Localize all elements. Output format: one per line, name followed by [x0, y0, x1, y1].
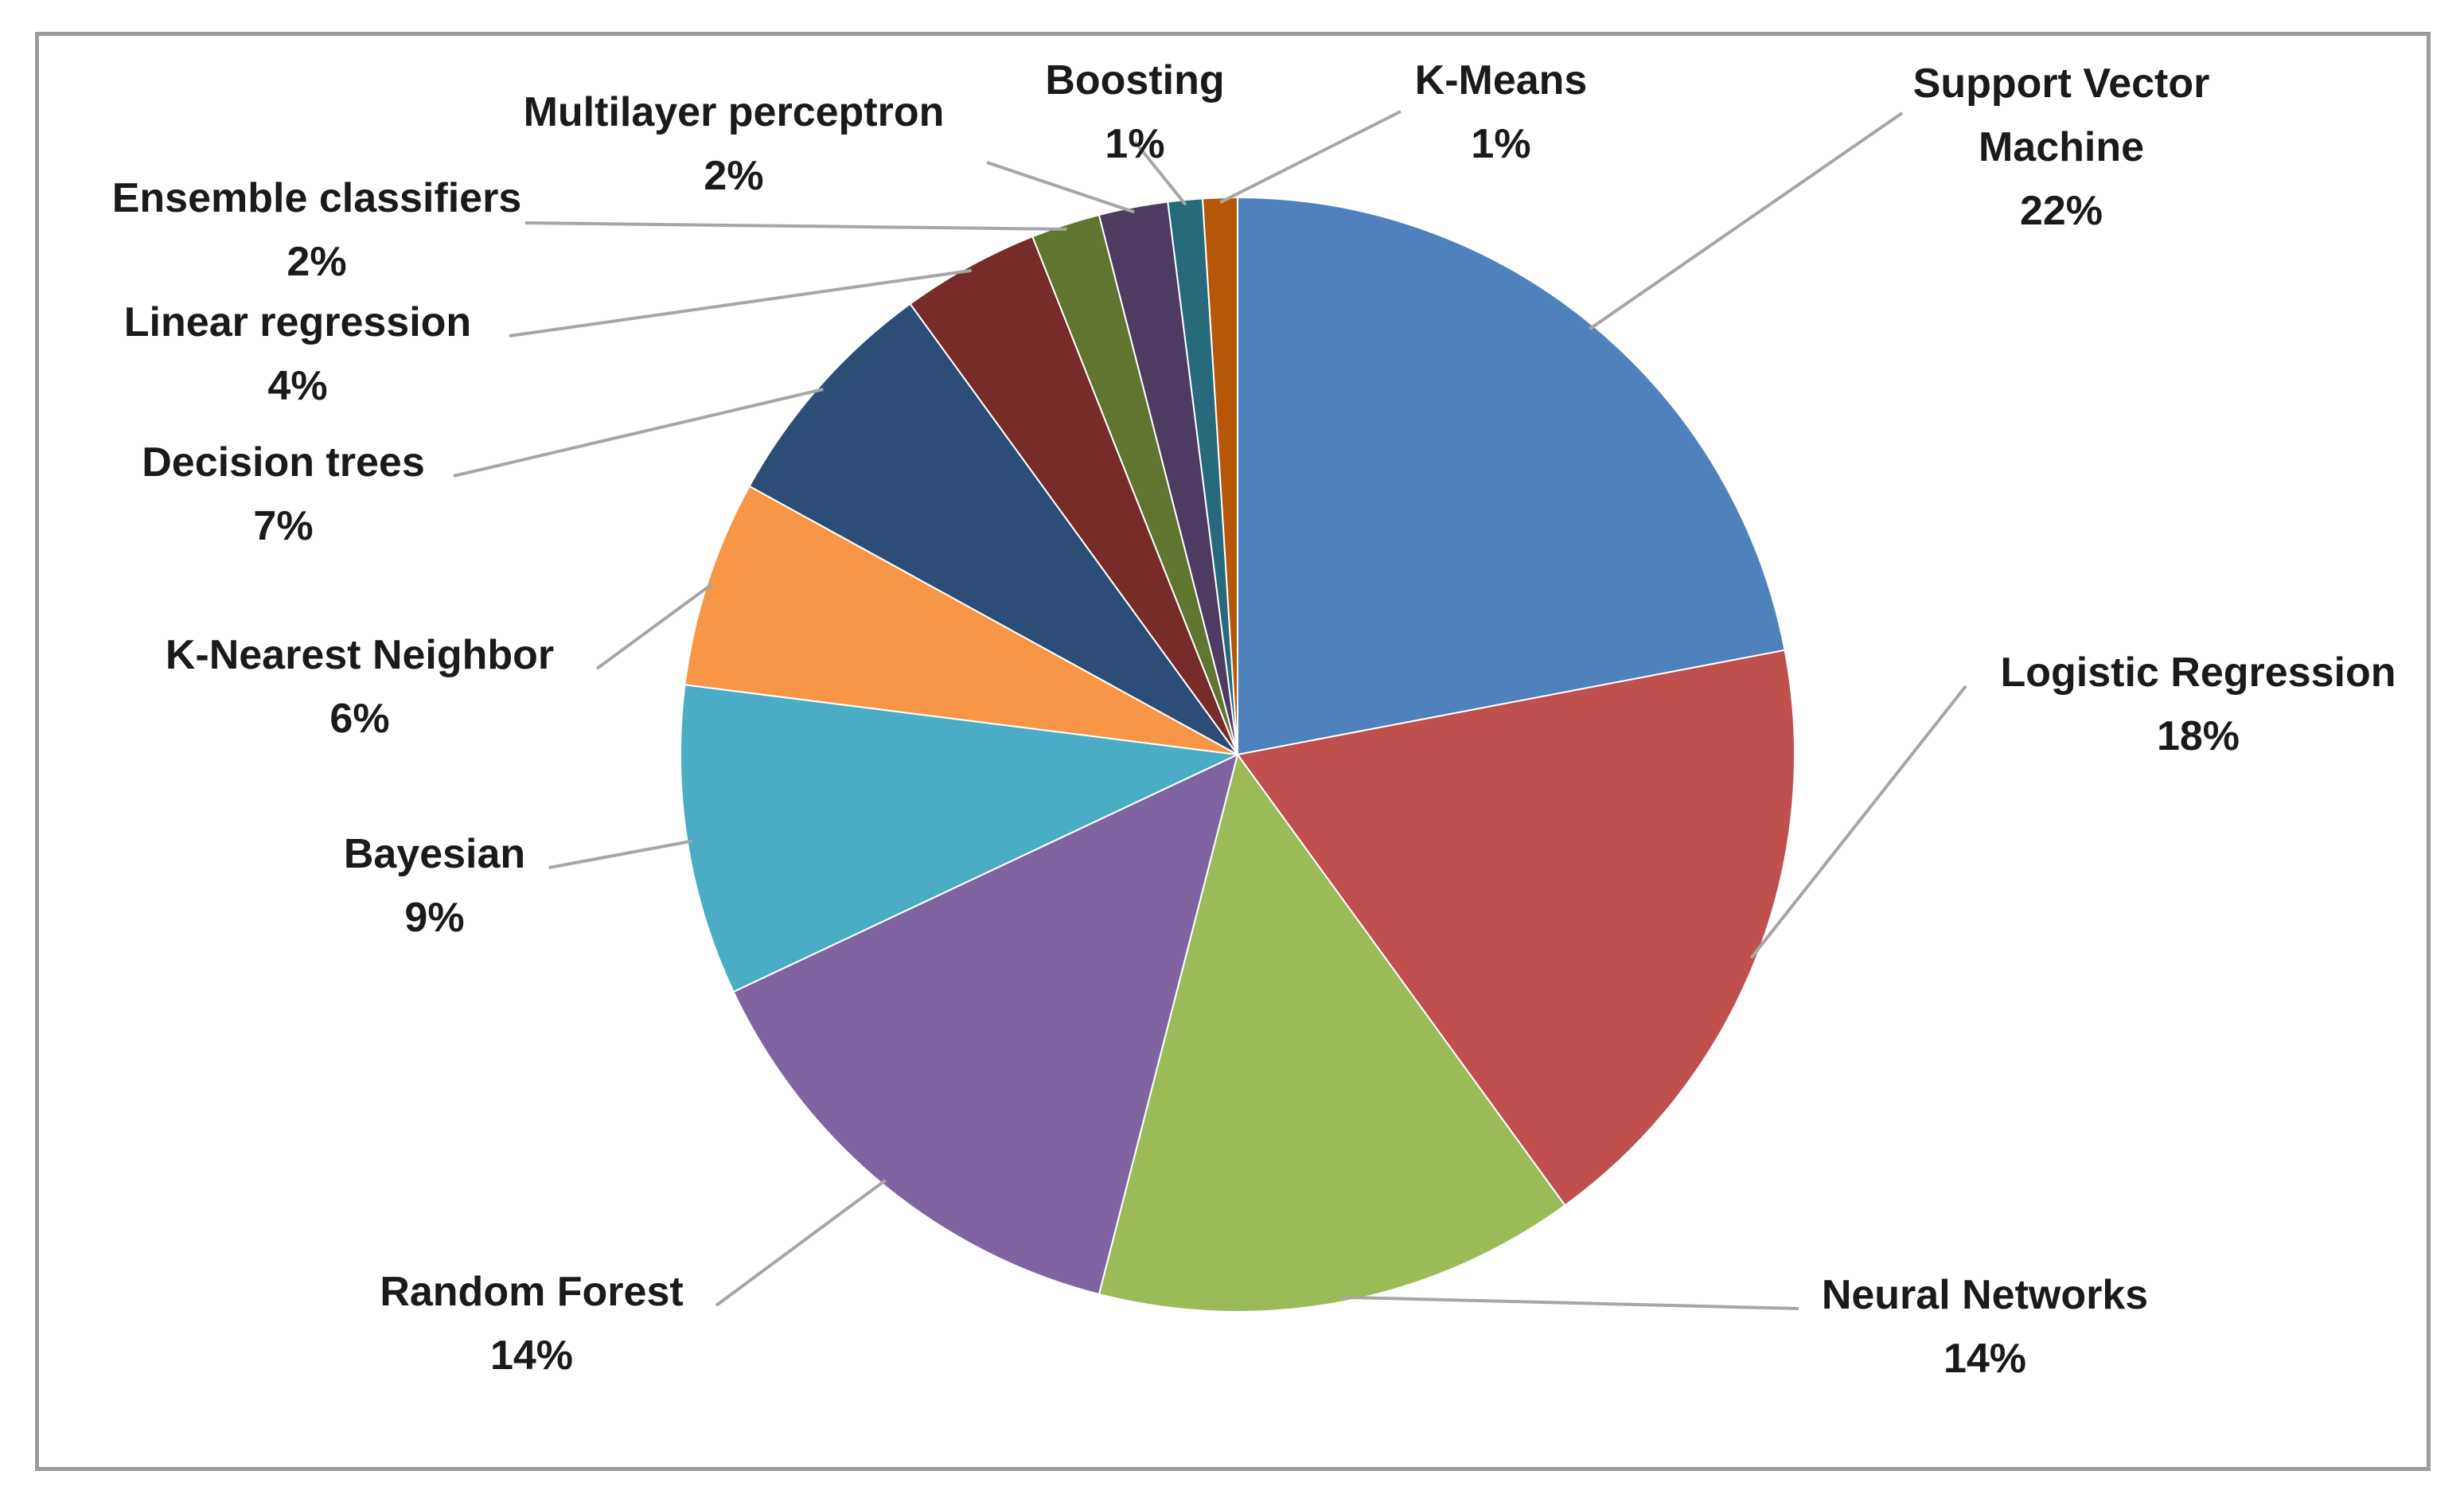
leader-line-linear-regression — [509, 268, 972, 337]
slice-label-bayesian: Bayesian 9% — [344, 831, 525, 941]
pie-slice-decision-trees — [748, 302, 1238, 755]
slice-name: Ensemble classifiers — [112, 175, 522, 221]
slice-name: Multilayer perceptron — [524, 89, 945, 135]
slice-label-ensemble-classifiers: Ensemble classifiers 2% — [112, 175, 522, 285]
leader-line-multilayer-perceptron — [986, 161, 1135, 214]
slice-labels: Support Vector Machine 22% Logistic Regress… — [112, 57, 2396, 1382]
slice-percent: 1% — [1471, 121, 1530, 167]
leader-line-k-means — [1219, 110, 1402, 205]
slice-label-k-means: K-Means 1% — [1415, 57, 1588, 167]
slice-name: Boosting — [1045, 57, 1224, 103]
slice-percent: 9% — [404, 895, 464, 941]
slice-name: Linear regression — [124, 299, 471, 345]
slice-name: Support Vector — [1913, 60, 2210, 107]
slice-percent: 14% — [490, 1332, 573, 1379]
slice-label-multilayer-perceptron: Multilayer perceptron 2% — [524, 89, 945, 199]
slice-label-neural-networks: Neural Networks 14% — [1822, 1272, 2148, 1382]
slice-label-logistic-regression: Logistic Regression 18% — [2001, 650, 2396, 759]
slice-name: K-Nearest Neighbor — [166, 632, 554, 678]
pie-slice-neural-networks — [1097, 752, 1566, 1313]
slice-name: Random Forest — [380, 1269, 683, 1315]
slice-name: Neural Networks — [1822, 1272, 2148, 1318]
leader-lines — [453, 110, 1967, 1310]
pie-slices — [679, 196, 1795, 1313]
slice-percent: 1% — [1105, 121, 1164, 167]
leader-line-decision-trees — [453, 388, 824, 478]
leader-line-neural-networks — [1340, 1295, 1799, 1310]
slice-percent: 6% — [329, 696, 389, 742]
pie-slice-logistic-regression — [1236, 649, 1795, 1207]
pie-slice-k-nearest-neighbor — [684, 485, 1238, 755]
leader-line-random-forest — [715, 1179, 887, 1307]
slice-label-support-vector-machine: Support Vector Machine 22% — [1913, 60, 2210, 234]
leader-line-boosting — [1133, 140, 1187, 206]
slice-name: Machine — [1979, 124, 2144, 170]
slice-percent: 14% — [1944, 1336, 2026, 1382]
slice-percent: 4% — [267, 363, 327, 409]
slice-label-linear-regression: Linear regression 4% — [124, 299, 471, 409]
slice-percent: 18% — [2157, 713, 2240, 759]
slice-name: Bayesian — [344, 831, 525, 877]
slice-percent: 22% — [2020, 188, 2103, 234]
pie-slice-k-means — [1201, 196, 1238, 755]
slice-label-random-forest: Random Forest 14% — [380, 1269, 683, 1379]
slice-percent: 2% — [287, 239, 346, 285]
slice-label-boosting: Boosting 1% — [1045, 57, 1224, 167]
slice-percent: 7% — [253, 503, 313, 549]
slice-label-decision-trees: Decision trees 7% — [142, 439, 425, 549]
slice-name: Logistic Regression — [2001, 650, 2396, 696]
leader-line-support-vector-machine — [1589, 111, 1904, 330]
leader-line-k-nearest-neighbor — [595, 582, 714, 670]
slice-name: Decision trees — [142, 439, 425, 486]
leader-line-bayesian — [548, 839, 692, 869]
leader-line-ensemble-classifiers — [524, 221, 1067, 231]
slice-percent: 2% — [704, 153, 763, 199]
slice-name: K-Means — [1415, 57, 1588, 103]
leader-line-logistic-regression — [1749, 685, 1967, 959]
slice-label-k-nearest-neighbor: K-Nearest Neighbor 6% — [166, 632, 554, 742]
